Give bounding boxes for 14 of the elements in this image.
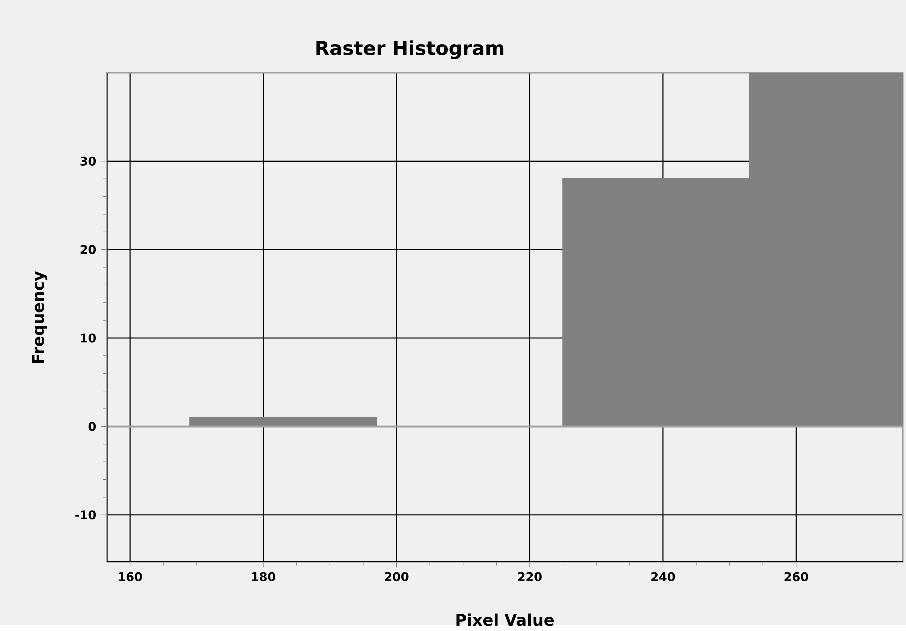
y-axis-title: Frequency xyxy=(32,271,48,364)
y-tick-label: 30 xyxy=(80,156,96,166)
x-tick-label: 260 xyxy=(784,572,808,582)
x-tick-label: 200 xyxy=(385,572,409,582)
y-tick-label: -10 xyxy=(76,510,96,520)
y-tick-label: 0 xyxy=(88,422,96,432)
x-tick-label: 240 xyxy=(652,572,676,582)
y-tick-label: 20 xyxy=(80,245,96,254)
x-tick-label: 180 xyxy=(252,572,276,582)
x-tick-label: 160 xyxy=(119,572,142,582)
x-tick-label: 220 xyxy=(518,572,542,582)
chart-title: Raster Histogram xyxy=(316,40,504,60)
y-tick-label: 10 xyxy=(81,334,96,343)
x-axis-title: Pixel Value xyxy=(456,614,554,626)
